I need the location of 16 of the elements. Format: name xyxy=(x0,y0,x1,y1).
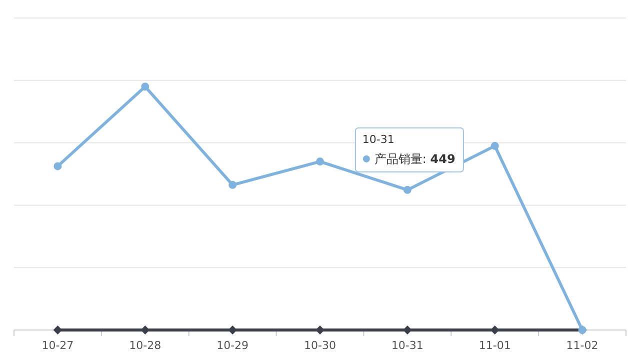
data-label: 449 xyxy=(430,152,456,166)
x-tick-label: 10-30 xyxy=(304,339,336,352)
point xyxy=(54,162,62,170)
point xyxy=(228,180,237,189)
point xyxy=(141,82,150,91)
x-tick-label: 11-02 xyxy=(566,339,598,352)
legend-label: 产品销量: xyxy=(374,152,426,166)
category-label: 10-31 xyxy=(362,132,394,146)
point xyxy=(490,142,499,150)
point xyxy=(316,158,324,166)
x-tick-label: 10-28 xyxy=(129,339,162,352)
x-tick-label: 10-27 xyxy=(42,339,74,352)
x-tick-label: 10-29 xyxy=(216,339,249,352)
point xyxy=(403,186,412,194)
x-tick-label: 11-01 xyxy=(478,339,511,352)
x-tick-label: 10-31 xyxy=(391,339,424,352)
